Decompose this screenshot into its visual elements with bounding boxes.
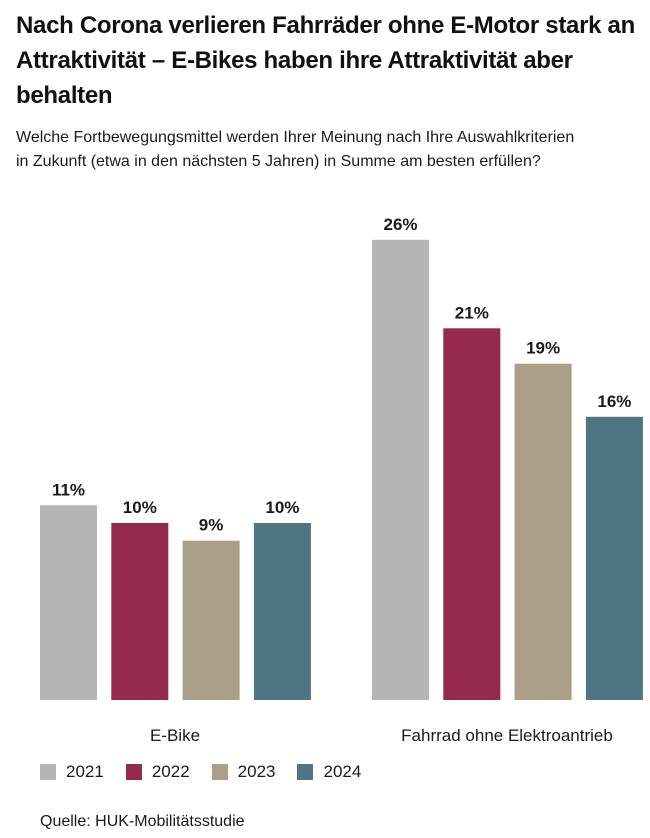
chart-title: Nach Corona verlieren Fahrräder ohne E-M…	[16, 12, 635, 109]
bar-2024-e-bike	[253, 523, 311, 700]
legend-label-2021: 2021	[66, 762, 104, 781]
legend: 2021 2022 2023 2024	[40, 762, 383, 782]
data-label-2021-fahrrad: 26%	[383, 215, 417, 234]
bar-2021-fahrrad	[372, 239, 429, 701]
bar-2022-e-bike	[111, 523, 169, 700]
legend-item-2024: 2024	[297, 762, 361, 782]
data-label-2021-e-bike: 11%	[52, 480, 85, 499]
legend-label-2023: 2023	[237, 762, 276, 781]
bar-2022-fahrrad	[443, 328, 501, 700]
legend-item-2022: 2022	[125, 762, 190, 782]
data-label-2024-e-bike: 10%	[265, 498, 299, 517]
category-label-fahrrad: Fahrrad ohne Elektroantrieb	[401, 726, 613, 745]
bar-chart: 11% 10% 9% 10% E-Bike 26% 21% 19% 16% Fahrrad ohn…	[40, 215, 643, 745]
legend-item-2023: 2023	[211, 762, 276, 782]
subtitle-line-1: Welche Fortbewegungsmittel werden Ihrer …	[16, 129, 575, 146]
legend-swatch-2022	[125, 764, 142, 780]
subtitle-line-2: in Zukunft (etwa in den nächsten 5 Jahre…	[16, 153, 541, 170]
data-label-2024-fahrrad: 16%	[597, 392, 631, 411]
data-label-2023-e-bike: 9%	[199, 516, 224, 535]
data-label-2022-fahrrad: 21%	[455, 303, 489, 322]
legend-label-2022: 2022	[151, 762, 190, 781]
bar-2024-fahrrad	[585, 416, 643, 700]
legend-label-2024: 2024	[323, 762, 362, 781]
legend-item-2021: 2021	[40, 762, 104, 782]
data-label-2022-e-bike: 10%	[123, 498, 157, 517]
bar-2023-fahrrad	[514, 363, 572, 700]
legend-swatch-2023	[211, 764, 228, 780]
legend-swatch-2021	[40, 764, 56, 780]
data-label-2023-fahrrad: 19%	[526, 339, 560, 358]
bar-2021-e-bike	[40, 505, 97, 700]
source-note: Quelle: HUK-Mobilitätsstudie	[40, 813, 245, 830]
legend-swatch-2024	[297, 764, 314, 780]
chart-subtitle: Welche Fortbewegungsmittel werden Ihrer …	[16, 126, 646, 174]
category-label-e-bike: E-Bike	[150, 726, 200, 745]
bar-2023-e-bike	[182, 540, 240, 700]
